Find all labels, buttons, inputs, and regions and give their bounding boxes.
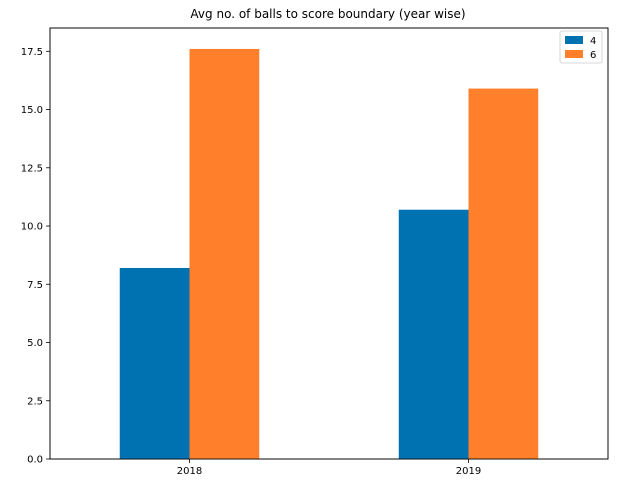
y-tick-label: 0.0 <box>27 455 43 466</box>
y-tick-label: 10.0 <box>21 222 43 233</box>
bar-6-2019 <box>468 88 539 460</box>
y-tick-label: 17.5 <box>21 47 43 58</box>
bar-4-2018 <box>119 267 190 459</box>
legend-swatch-4 <box>565 36 583 44</box>
legend-swatch-6 <box>565 50 583 58</box>
y-tick-label: 12.5 <box>21 163 43 174</box>
chart-title: Avg no. of balls to score boundary (year… <box>190 7 465 21</box>
legend-label-6: 6 <box>590 50 596 61</box>
x-tick-label: 2018 <box>177 466 202 477</box>
plot-area: 0.0 2.5 5.0 7.5 10.0 12.5 15.0 17.5 2018 2019 <box>21 27 609 477</box>
bar-4-2019 <box>398 209 469 459</box>
y-tick-label: 5.0 <box>27 338 43 349</box>
legend-label-4: 4 <box>590 36 596 47</box>
legend: 46 <box>559 30 603 64</box>
y-tick-label: 15.0 <box>21 105 43 116</box>
bar-6-2018 <box>189 48 260 460</box>
y-tick-label: 2.5 <box>27 396 43 407</box>
axes-frame-top <box>49 27 609 460</box>
x-tick-label: 2019 <box>456 466 481 477</box>
y-tick-label: 7.5 <box>27 280 43 291</box>
